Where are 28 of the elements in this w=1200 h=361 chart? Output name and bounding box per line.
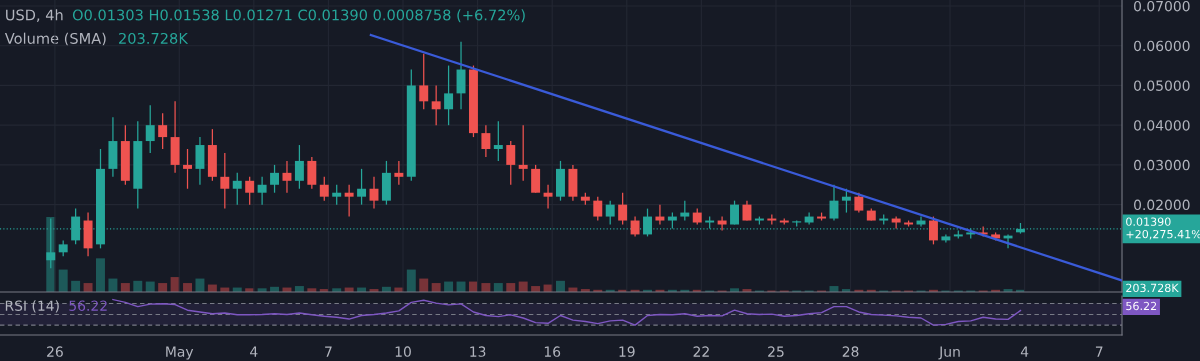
chart-title: RSI (14) (5, 300, 59, 313)
x-tick-label: 4 (1020, 346, 1029, 357)
x-tick-label: 7 (1095, 346, 1103, 357)
y-tick-label: 0.03000 (1134, 159, 1190, 171)
y-tick-label: 0.05000 (1134, 80, 1190, 91)
y-tick-label: 0.07000 (1134, 0, 1190, 12)
annotation: 56.22 (69, 300, 107, 311)
annotation: 203.728K (119, 32, 189, 44)
x-tick-label: 4 (250, 346, 258, 357)
annotation: O0.01303 H0.01538 L0.01271 C0.01390 0.0008758 (+6.72%) (72, 9, 525, 23)
text: 203.728K (1126, 283, 1179, 293)
x-tick-label: 7 (325, 346, 332, 357)
x-tick-label: 25 (768, 346, 784, 357)
y-tick-label: 0.06000 (1134, 40, 1190, 52)
y-tick-label: 0.02000 (1134, 199, 1190, 211)
chart-title: Volume (SMA) (4, 32, 106, 46)
x-tick-label: 22 (693, 346, 709, 357)
x-tick-label: 10 (395, 346, 411, 357)
text: USD, 4h (6, 9, 63, 22)
x-tick-label: 19 (619, 346, 635, 357)
x-tick-label: 28 (842, 346, 859, 357)
y-tick-label: 0.04000 (1134, 120, 1190, 131)
x-tick-label: 16 (544, 346, 561, 357)
x-tick-label: May (166, 346, 194, 360)
x-tick-label: Jun (938, 346, 960, 360)
x-tick-label: 13 (470, 346, 486, 357)
x-tick-label: 26 (47, 346, 63, 357)
text: 56.22 (1126, 301, 1157, 311)
